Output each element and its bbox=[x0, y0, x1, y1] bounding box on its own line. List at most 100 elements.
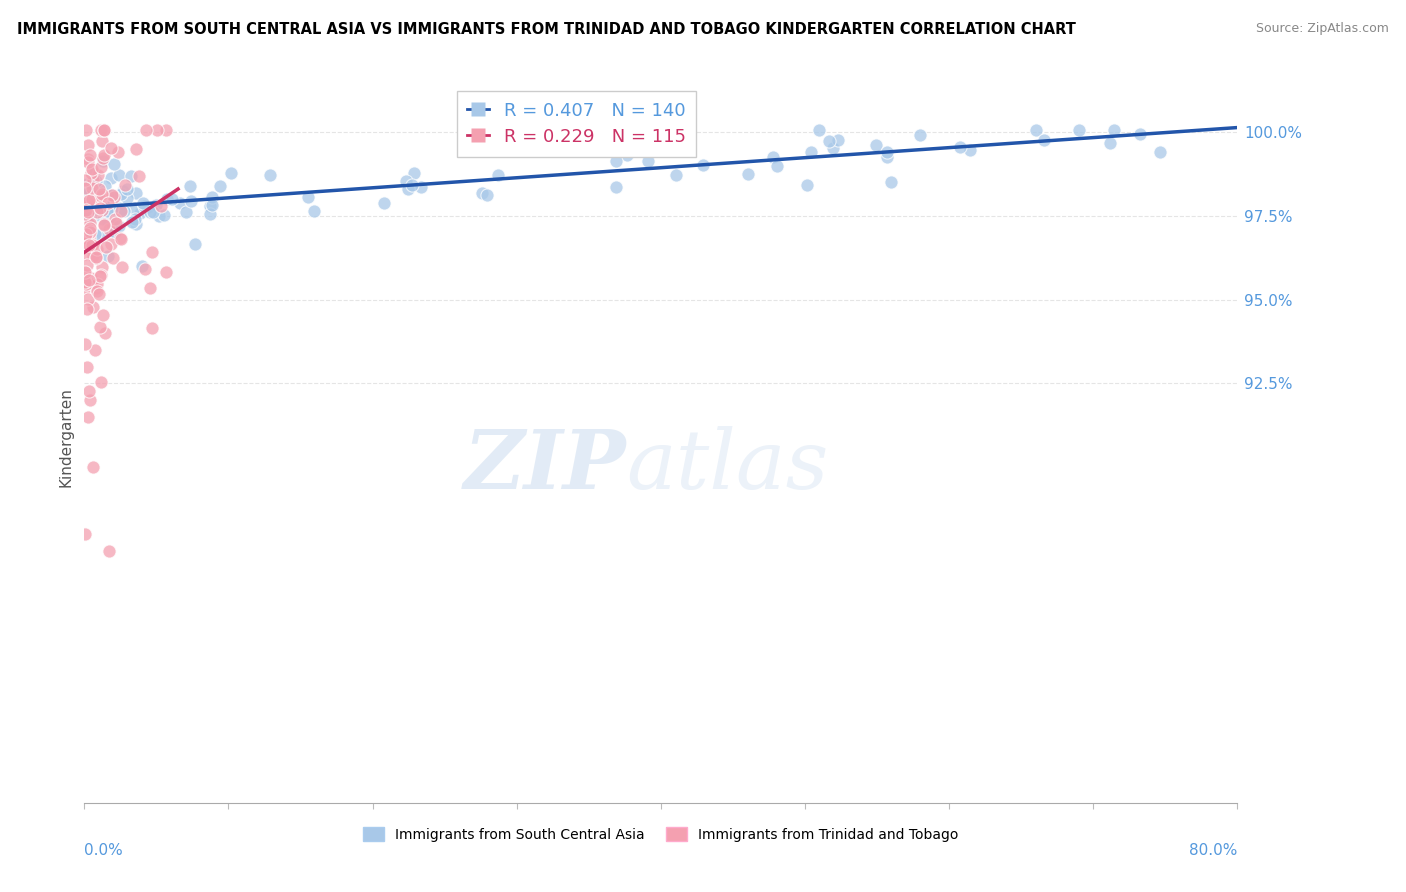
Text: Source: ZipAtlas.com: Source: ZipAtlas.com bbox=[1256, 22, 1389, 36]
Point bbox=[77, 231, 100, 245]
Point bbox=[93, 198, 115, 212]
Point bbox=[131, 259, 153, 273]
Point bbox=[1025, 123, 1047, 137]
Point bbox=[1067, 123, 1090, 137]
Point bbox=[110, 187, 132, 202]
Point bbox=[201, 198, 224, 212]
Point bbox=[101, 251, 124, 265]
Point bbox=[73, 527, 96, 541]
Point bbox=[75, 231, 97, 245]
Point bbox=[184, 236, 207, 251]
Point bbox=[100, 198, 122, 212]
Point bbox=[75, 203, 97, 218]
Y-axis label: Kindergarten: Kindergarten bbox=[58, 387, 73, 487]
Point bbox=[135, 123, 157, 137]
Point bbox=[82, 300, 104, 314]
Point bbox=[79, 216, 101, 230]
Point bbox=[77, 273, 100, 287]
Point bbox=[146, 123, 169, 137]
Point bbox=[949, 139, 972, 153]
Point bbox=[110, 232, 132, 246]
Point bbox=[394, 174, 416, 188]
Point bbox=[93, 151, 115, 165]
Point bbox=[475, 188, 498, 202]
Point bbox=[76, 152, 98, 166]
Point bbox=[76, 409, 98, 424]
Point bbox=[73, 246, 96, 260]
Point bbox=[73, 207, 96, 221]
Point bbox=[96, 188, 118, 202]
Point bbox=[79, 221, 101, 235]
Point bbox=[402, 166, 425, 180]
Point bbox=[179, 179, 201, 194]
Point bbox=[90, 134, 112, 148]
Point bbox=[86, 285, 108, 299]
Point bbox=[89, 192, 111, 206]
Point bbox=[219, 165, 242, 179]
Point bbox=[796, 178, 818, 193]
Point bbox=[908, 128, 931, 142]
Point bbox=[76, 359, 98, 374]
Point bbox=[90, 123, 112, 137]
Point bbox=[75, 235, 97, 250]
Point bbox=[79, 184, 101, 198]
Point bbox=[104, 211, 127, 226]
Point bbox=[401, 178, 423, 192]
Point bbox=[97, 196, 120, 211]
Point bbox=[105, 200, 128, 214]
Point bbox=[1033, 133, 1056, 147]
Point bbox=[141, 244, 163, 259]
Point bbox=[117, 182, 139, 196]
Point bbox=[486, 169, 509, 183]
Point bbox=[865, 138, 887, 153]
Text: 0.0%: 0.0% bbox=[84, 843, 124, 858]
Point bbox=[93, 123, 115, 137]
Point bbox=[91, 211, 114, 226]
Point bbox=[104, 204, 127, 219]
Point bbox=[80, 271, 103, 285]
Point bbox=[75, 197, 97, 211]
Point bbox=[471, 186, 494, 200]
Point bbox=[86, 186, 108, 201]
Point bbox=[75, 227, 97, 241]
Point bbox=[96, 204, 118, 219]
Point bbox=[609, 142, 631, 156]
Point bbox=[259, 168, 281, 182]
Point bbox=[97, 249, 120, 263]
Point bbox=[373, 195, 395, 210]
Point bbox=[73, 336, 96, 351]
Point bbox=[605, 154, 627, 169]
Point bbox=[93, 218, 115, 232]
Point bbox=[75, 280, 97, 294]
Point bbox=[880, 175, 903, 189]
Point bbox=[100, 141, 122, 155]
Point bbox=[80, 161, 103, 176]
Point bbox=[142, 205, 165, 219]
Point bbox=[94, 239, 117, 253]
Text: atlas: atlas bbox=[626, 426, 828, 507]
Point bbox=[107, 145, 129, 160]
Point bbox=[82, 238, 104, 252]
Point bbox=[84, 343, 107, 357]
Point bbox=[76, 258, 98, 272]
Point bbox=[169, 195, 191, 210]
Point bbox=[84, 227, 107, 242]
Point bbox=[101, 202, 124, 216]
Point bbox=[93, 179, 115, 194]
Point bbox=[79, 193, 101, 207]
Point bbox=[90, 268, 112, 282]
Point bbox=[155, 123, 177, 137]
Point bbox=[76, 194, 98, 209]
Point bbox=[297, 189, 319, 203]
Text: IMMIGRANTS FROM SOUTH CENTRAL ASIA VS IMMIGRANTS FROM TRINIDAD AND TOBAGO KINDER: IMMIGRANTS FROM SOUTH CENTRAL ASIA VS IM… bbox=[17, 22, 1076, 37]
Point bbox=[766, 159, 789, 173]
Point bbox=[131, 195, 153, 210]
Point bbox=[77, 210, 100, 224]
Legend: Immigrants from South Central Asia, Immigrants from Trinidad and Tobago: Immigrants from South Central Asia, Immi… bbox=[359, 822, 963, 847]
Point bbox=[86, 281, 108, 295]
Point bbox=[101, 187, 124, 202]
Point bbox=[80, 181, 103, 195]
Point bbox=[827, 133, 849, 147]
Point bbox=[139, 204, 162, 219]
Point bbox=[87, 182, 110, 196]
